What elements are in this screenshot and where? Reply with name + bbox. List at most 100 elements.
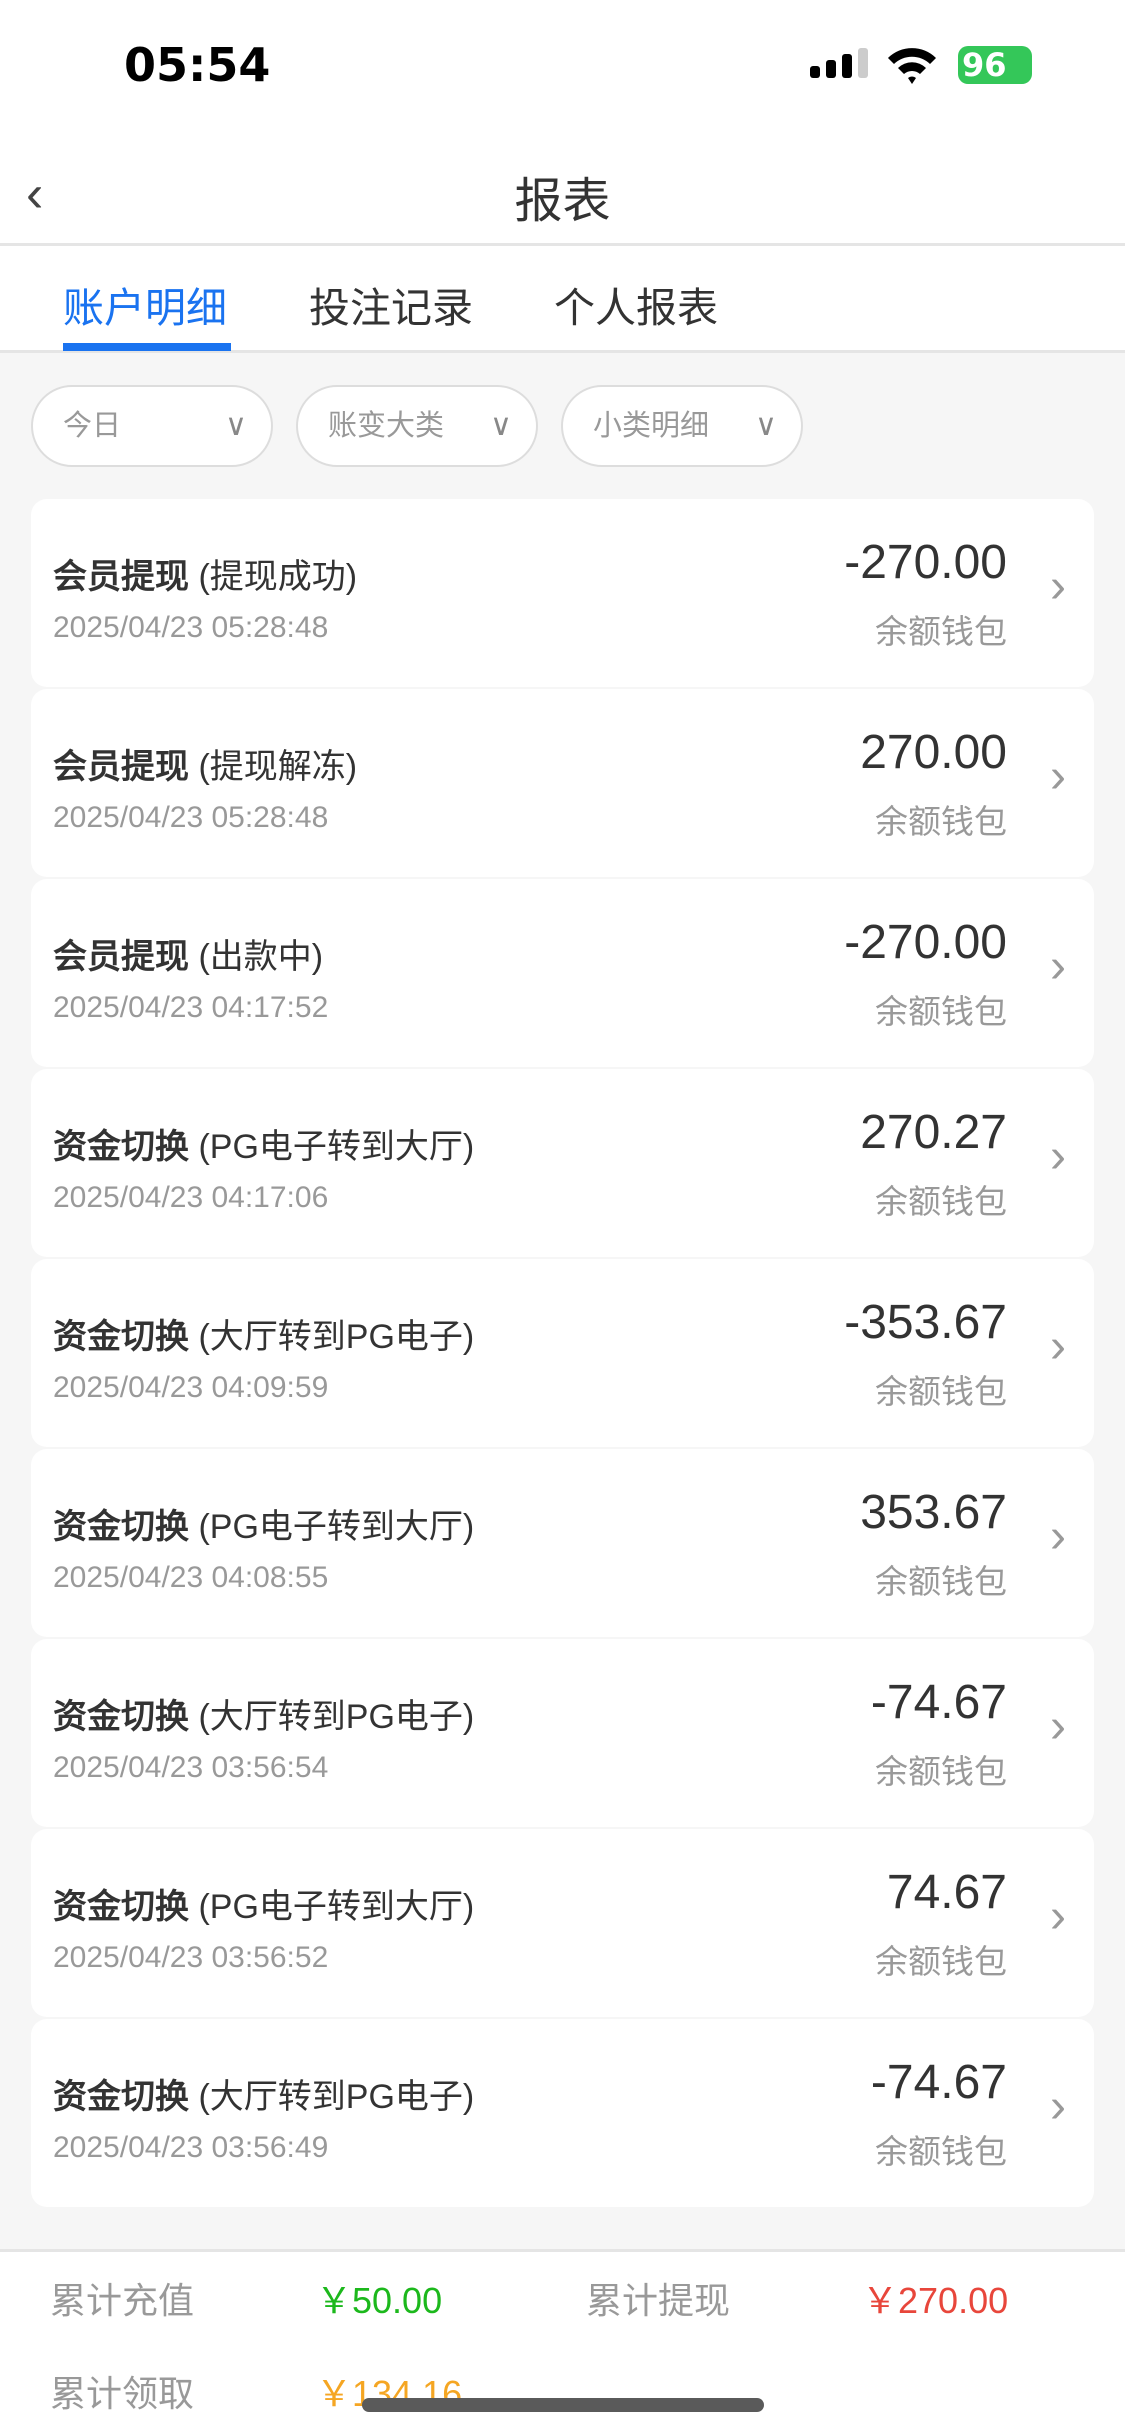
record-time: 2025/04/23 03:56:49 [53,2131,329,2164]
record-title: 会员提现 (提现成功) [53,549,357,598]
record-row[interactable]: 会员提现 (出款中) 2025/04/23 04:17:52 -270.00 余… [31,879,1094,1067]
record-row[interactable]: 资金切换 (PG电子转到大厅) 2025/04/23 04:17:06 270.… [31,1069,1094,1257]
record-time: 2025/04/23 03:56:52 [53,1941,329,1974]
record-title: 资金切换 (PG电子转到大厅) [53,1119,474,1168]
nav-bar: ‹ 报表 [0,160,1125,246]
record-wallet: 余额钱包 [875,1183,1007,1220]
record-type: 资金切换 [53,1128,189,1166]
record-wallet: 余额钱包 [875,1373,1007,1410]
record-type: 会员提现 [53,748,189,786]
record-title: 资金切换 (大厅转到PG电子) [53,1309,474,1358]
record-detail: (提现解冻) [198,748,358,786]
active-tab-indicator [63,343,231,351]
chevron-right-icon: › [1050,1510,1066,1563]
record-title: 资金切换 (PG电子转到大厅) [53,1499,474,1548]
filter-date[interactable]: 今日 ∨ [31,385,273,467]
record-title: 会员提现 (出款中) [53,929,323,978]
record-amount: -74.67 [870,1676,1007,1729]
record-type: 资金切换 [53,1318,189,1356]
record-title: 会员提现 (提现解冻) [53,739,357,788]
chevron-right-icon: › [1050,1130,1066,1183]
record-wallet: 余额钱包 [875,993,1007,1030]
record-type: 资金切换 [53,1508,189,1546]
record-detail: (PG电子转到大厅) [198,1508,475,1546]
record-time: 2025/04/23 04:17:06 [53,1181,329,1214]
chevron-down-icon: ∨ [490,409,512,442]
filter-category[interactable]: 账变大类 ∨ [296,385,538,467]
chevron-right-icon: › [1050,940,1066,993]
tab-personal-report[interactable]: 个人报表 [554,285,718,331]
record-row[interactable]: 资金切换 (PG电子转到大厅) 2025/04/23 04:08:55 353.… [31,1449,1094,1637]
back-button[interactable]: ‹ [26,164,43,224]
record-detail: (出款中) [198,938,324,976]
record-row[interactable]: 资金切换 (大厅转到PG电子) 2025/04/23 03:56:49 -74.… [31,2019,1094,2207]
status-time: 05:54 [124,38,271,92]
record-type: 会员提现 [53,938,189,976]
withdraw-label: 累计提现 [586,2280,731,2321]
cellular-signal-icon [810,48,868,78]
chevron-right-icon: › [1050,1320,1066,1373]
record-detail: (提现成功) [198,558,358,596]
page-title: 报表 [514,175,611,228]
record-detail: (大厅转到PG电子) [198,1698,475,1736]
record-title: 资金切换 (大厅转到PG电子) [53,1689,474,1738]
withdraw-value: ￥270.00 [862,2280,1009,2321]
record-type: 会员提现 [53,558,189,596]
tab-account-details[interactable]: 账户明细 [63,285,227,331]
deposit-value: ￥50.00 [316,2280,443,2321]
tab-bar: 账户明细 投注记录 个人报表 [0,246,1125,353]
record-row[interactable]: 资金切换 (大厅转到PG电子) 2025/04/23 04:09:59 -353… [31,1259,1094,1447]
chevron-right-icon: › [1050,560,1066,613]
record-time: 2025/04/23 05:28:48 [53,611,329,644]
chevron-right-icon: › [1050,1700,1066,1753]
record-amount: -270.00 [844,916,1007,969]
record-row[interactable]: 资金切换 (大厅转到PG电子) 2025/04/23 03:56:54 -74.… [31,1639,1094,1827]
record-row[interactable]: 会员提现 (提现解冻) 2025/04/23 05:28:48 270.00 余… [31,689,1094,877]
battery-icon: 96 [958,46,1032,84]
filter-date-label: 今日 [63,410,122,442]
claim-label: 累计领取 [50,2373,195,2414]
record-time: 2025/04/23 03:56:54 [53,1751,329,1784]
chevron-down-icon: ∨ [755,409,777,442]
record-time: 2025/04/23 04:09:59 [53,1371,329,1404]
status-bar: 05:54 96 [0,0,1125,160]
filter-subcategory-label: 小类明细 [593,410,710,442]
record-wallet: 余额钱包 [875,1753,1007,1790]
tab-bet-records[interactable]: 投注记录 [309,285,473,331]
record-detail: (PG电子转到大厅) [198,1128,475,1166]
filter-category-label: 账变大类 [328,410,445,442]
chevron-right-icon: › [1050,1890,1066,1943]
record-time: 2025/04/23 05:28:48 [53,801,329,834]
record-type: 资金切换 [53,1888,189,1926]
record-amount: 270.00 [860,726,1007,779]
record-amount: 270.27 [860,1106,1007,1159]
record-amount: -270.00 [844,536,1007,589]
record-wallet: 余额钱包 [875,1563,1007,1600]
chevron-right-icon: › [1050,2080,1066,2133]
chevron-left-icon: ‹ [26,165,44,223]
record-amount: 74.67 [886,1866,1007,1919]
chevron-right-icon: › [1050,750,1066,803]
battery-level: 96 [962,46,1007,84]
record-wallet: 余额钱包 [875,803,1007,840]
record-title: 资金切换 (大厅转到PG电子) [53,2069,474,2118]
filter-subcategory[interactable]: 小类明细 ∨ [561,385,803,467]
wifi-icon [888,48,936,84]
record-detail: (PG电子转到大厅) [198,1888,475,1926]
record-time: 2025/04/23 04:08:55 [53,1561,329,1594]
home-indicator[interactable] [362,2398,764,2412]
record-title: 资金切换 (PG电子转到大厅) [53,1879,474,1928]
record-wallet: 余额钱包 [875,1943,1007,1980]
record-row[interactable]: 资金切换 (PG电子转到大厅) 2025/04/23 03:56:52 74.6… [31,1829,1094,2017]
record-wallet: 余额钱包 [875,613,1007,650]
record-detail: (大厅转到PG电子) [198,1318,475,1356]
record-detail: (大厅转到PG电子) [198,2078,475,2116]
record-type: 资金切换 [53,1698,189,1736]
record-amount: -353.67 [844,1296,1007,1349]
record-amount: 353.67 [860,1486,1007,1539]
record-row[interactable]: 会员提现 (提现成功) 2025/04/23 05:28:48 -270.00 … [31,499,1094,687]
record-amount: -74.67 [870,2056,1007,2109]
record-type: 资金切换 [53,2078,189,2116]
chevron-down-icon: ∨ [225,409,247,442]
record-wallet: 余额钱包 [875,2133,1007,2170]
